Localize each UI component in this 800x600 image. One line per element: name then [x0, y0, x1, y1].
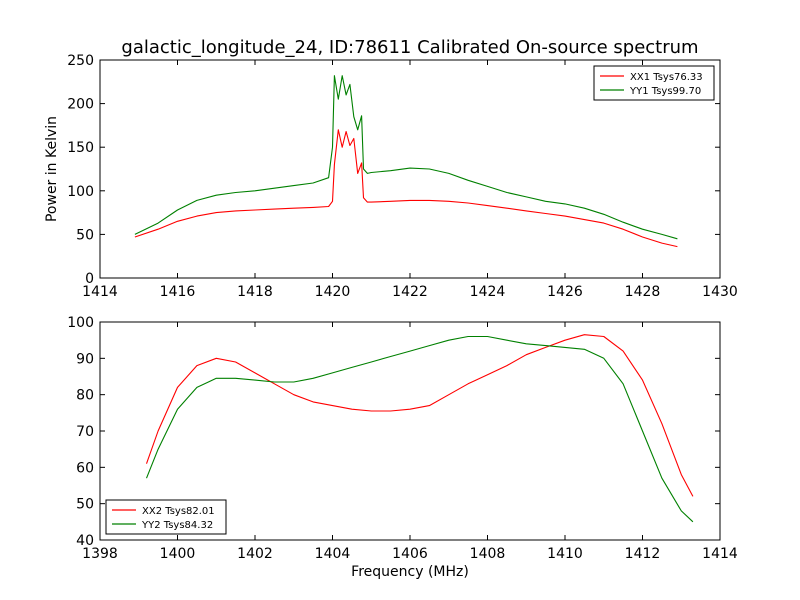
legend-label: XX1 Tsys76.33	[630, 72, 703, 83]
y-tick-label: 150	[67, 140, 94, 156]
x-tick-label: 1410	[547, 546, 583, 562]
x-tick-label: 1408	[470, 546, 506, 562]
series-line-2-2	[145, 335, 694, 523]
legend-label: YY2 Tsys84.32	[141, 520, 213, 531]
x-tick-label: 1404	[315, 546, 351, 562]
x-tick-label: 1428	[625, 284, 661, 300]
y-tick-label: 70	[76, 424, 94, 440]
chart-title: galactic_longitude_24, ID:78611 Calibrat…	[121, 37, 698, 58]
legend-label: XX2 Tsys82.01	[142, 506, 215, 517]
y-tick-label: 250	[67, 53, 94, 69]
x-tick-label: 1402	[237, 546, 273, 562]
x-tick-label: 1406	[392, 546, 428, 562]
y-tick-label: 80	[76, 388, 94, 404]
top-y-axis-label: Power in Kelvin	[44, 116, 60, 222]
series-line-1-1	[134, 129, 678, 248]
legend: XX2 Tsys82.01 YY2 Tsys84.32	[105, 499, 227, 535]
bottom-panel: 1398 1400 1402 1404 1406 1408 1410 1412 1414 40 50…	[67, 315, 738, 562]
x-tick-label: 1422	[392, 284, 428, 300]
x-tick-label: 1424	[470, 284, 506, 300]
x-tick-label: 1398	[82, 546, 118, 562]
y-tick-label: 50	[76, 227, 94, 243]
legend: XX1 Tsys76.33 YY1 Tsys99.70	[593, 65, 715, 101]
x-tick-label: 1426	[547, 284, 583, 300]
series-line-2-1	[145, 334, 694, 497]
y-tick-label: 100	[67, 184, 94, 200]
y-tick-label: 100	[67, 315, 94, 331]
y-tick-label: 60	[76, 460, 94, 476]
y-tick-label: 90	[76, 351, 94, 367]
x-tick-label: 1412	[625, 546, 661, 562]
y-tick-label: 200	[67, 97, 94, 113]
y-tick-label: 0	[85, 271, 94, 287]
legend-box	[105, 499, 227, 535]
x-tick-label: 1414	[82, 284, 118, 300]
x-tick-label: 1414	[702, 546, 738, 562]
x-tick-label: 1400	[160, 546, 196, 562]
x-tick-label: 1418	[237, 284, 273, 300]
x-tick-label: 1420	[315, 284, 351, 300]
bottom-x-axis-label: Frequency (MHz)	[351, 564, 469, 580]
top-panel: 1414 1416 1418 1420 1422 1424 1426 1428 1430 0 50 1…	[67, 53, 738, 300]
y-tick-label: 50	[76, 497, 94, 513]
legend-label: YY1 Tsys99.70	[629, 86, 701, 97]
y-tick-label: 40	[76, 533, 94, 549]
x-tick-label: 1430	[702, 284, 738, 300]
x-tick-label: 1416	[160, 284, 196, 300]
series-line-1-2	[134, 75, 678, 240]
legend-box	[593, 65, 715, 101]
